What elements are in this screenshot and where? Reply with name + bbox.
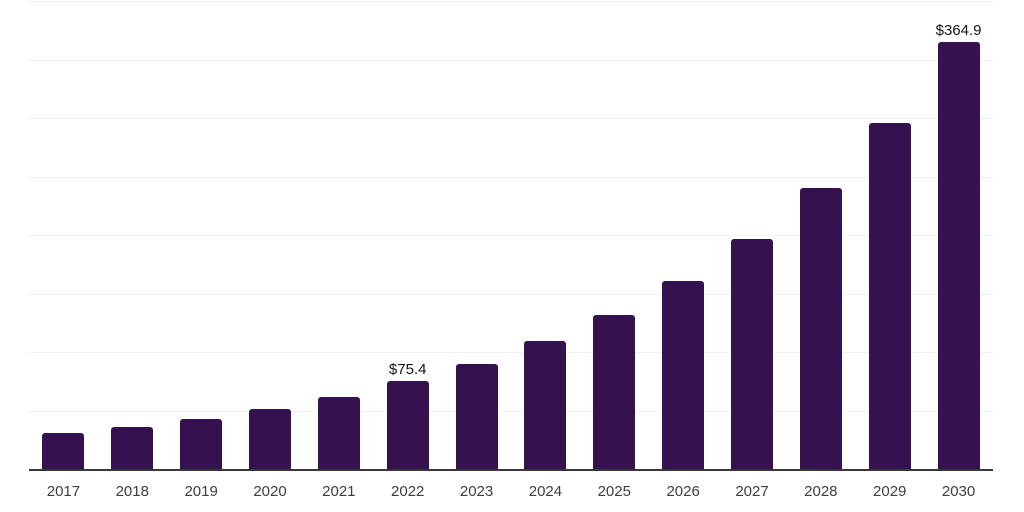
- plot-area: 2017 2018 2019 2020 2021 $75.4 2022 2023 2024 202…: [29, 0, 993, 512]
- x-tick-label-2025: 2025: [597, 483, 631, 500]
- bar-2020: [249, 409, 291, 469]
- x-tick-label-2021: 2021: [322, 483, 356, 500]
- gridline: [29, 1, 993, 2]
- x-tick-label-2024: 2024: [528, 483, 563, 500]
- bar-value-label-2030: $364.9: [935, 22, 982, 39]
- x-tick-label-2026: 2026: [666, 483, 700, 500]
- gridline: [29, 410, 993, 412]
- x-tick-label-2023: 2023: [459, 483, 494, 500]
- bar-2028: [799, 188, 842, 469]
- bar-2027: [731, 239, 773, 469]
- bar-2030: [937, 42, 980, 469]
- gridline: [29, 176, 993, 178]
- gridline: [29, 118, 993, 119]
- x-tick-label-2028: 2028: [804, 483, 838, 500]
- x-tick-label-2027: 2027: [735, 483, 769, 500]
- bar-2029: [868, 123, 911, 469]
- gridline: [29, 235, 993, 236]
- bar-2023: [455, 364, 498, 469]
- x-tick-label-2018: 2018: [115, 483, 149, 500]
- gridline: [29, 59, 993, 61]
- bar-2019: [180, 419, 223, 469]
- bar-2017: [42, 433, 85, 469]
- bar-2021: [317, 397, 360, 469]
- bar-2018: [111, 427, 154, 469]
- gridline: [29, 293, 993, 295]
- gridline: [29, 352, 993, 353]
- bar-2026: [662, 281, 705, 469]
- x-tick-label-2019: 2019: [184, 483, 218, 500]
- x-axis-line: [29, 469, 993, 471]
- bar-2022: [386, 381, 429, 469]
- x-tick-label-2022: 2022: [391, 483, 425, 500]
- bar-2025: [593, 315, 636, 469]
- bar-value-label-2022: $75.4: [388, 361, 427, 378]
- bar-2024: [524, 341, 567, 469]
- x-tick-label-2017: 2017: [46, 483, 81, 500]
- x-tick-label-2030: 2030: [941, 483, 976, 500]
- x-tick-label-2029: 2029: [873, 483, 907, 500]
- x-tick-label-2020: 2020: [253, 483, 287, 500]
